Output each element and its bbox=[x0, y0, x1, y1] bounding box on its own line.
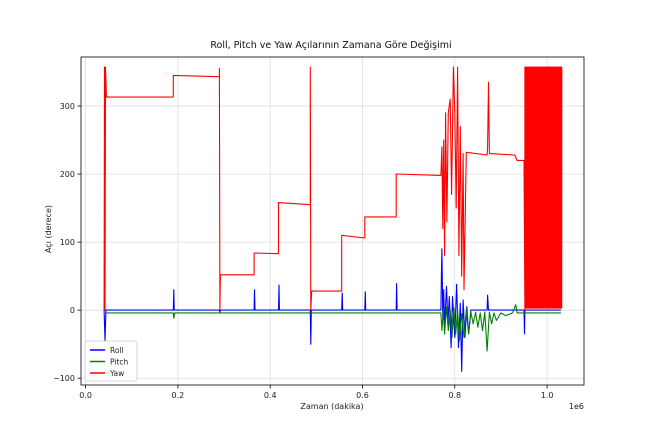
y-axis-label: Açı (derece) bbox=[44, 205, 53, 253]
plot-frame bbox=[80, 56, 585, 386]
x-tick-label: 0.2 bbox=[172, 391, 185, 400]
x-tick-label: 0.6 bbox=[356, 391, 369, 400]
legend-entry-roll: Roll bbox=[110, 346, 124, 355]
legend-entry-yaw: Yaw bbox=[109, 369, 124, 378]
chart-title: Roll, Pitch ve Yaw Açılarının Zamana Gör… bbox=[210, 40, 451, 51]
y-tick-label: −100 bbox=[53, 374, 75, 383]
x-tick-label: 0.0 bbox=[79, 391, 92, 400]
y-tick-label: 200 bbox=[60, 170, 75, 179]
axis-ticks: 0.0 0.2 0.4 0.6 0.8 1.0 −100 0 100 200 300 bbox=[53, 102, 553, 400]
legend-entry-pitch: Pitch bbox=[110, 357, 129, 366]
plot-data bbox=[103, 66, 563, 372]
x-tick-label: 0.4 bbox=[264, 391, 277, 400]
y-tick-label: 300 bbox=[60, 102, 75, 111]
legend-box bbox=[84, 340, 138, 382]
y-tick-label: 0 bbox=[70, 306, 75, 315]
x-tick-label: 0.8 bbox=[448, 391, 461, 400]
series-line-yaw bbox=[103, 66, 563, 311]
series-line-pitch bbox=[106, 304, 561, 352]
x-axis-label: Zaman (dakika) bbox=[300, 402, 363, 411]
y-tick-label: 100 bbox=[60, 238, 75, 247]
x-axis-offset-label: 1e6 bbox=[569, 402, 584, 411]
legend: Roll Pitch Yaw bbox=[84, 340, 138, 382]
x-tick-label: 1.0 bbox=[541, 391, 554, 400]
